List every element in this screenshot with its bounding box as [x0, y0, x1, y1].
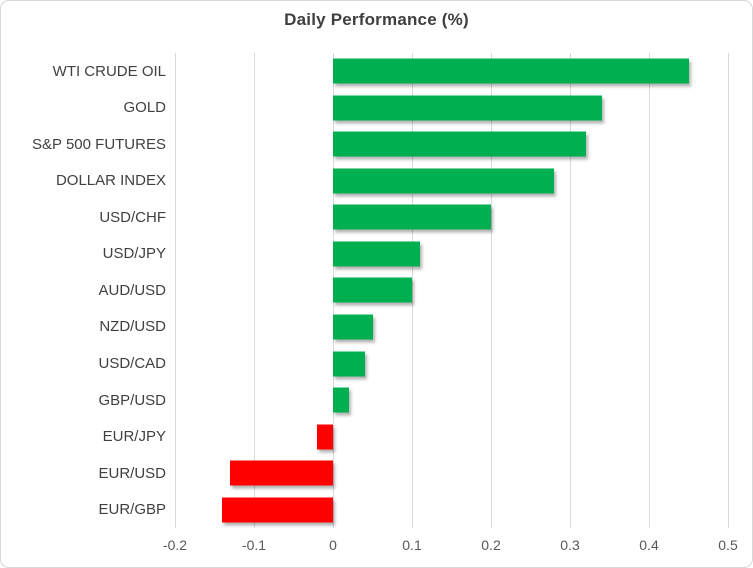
- x-tick-label: 0.1: [402, 537, 422, 553]
- x-tick-label: 0.5: [718, 537, 738, 553]
- category-label: WTI CRUDE OIL: [52, 62, 166, 80]
- gridline: [412, 53, 413, 528]
- bar-eur-usd: [230, 460, 333, 486]
- category-axis-labels: WTI CRUDE OIL GOLD S&P 500 FUTURES DOLLAR I…: [1, 53, 166, 528]
- bar-row: [175, 345, 728, 382]
- x-tick-label: -0.1: [241, 537, 267, 553]
- bar-row: [175, 126, 728, 163]
- bar-wti-crude-oil: [333, 58, 689, 84]
- category-label: EUR/USD: [98, 464, 166, 482]
- bar-aud-usd: [333, 277, 412, 303]
- x-tick-label: 0.4: [639, 537, 659, 553]
- bar-gbp-usd: [333, 387, 349, 413]
- gridline: [570, 53, 571, 528]
- category-label: GBP/USD: [98, 391, 166, 409]
- bar-usd-chf: [333, 204, 491, 230]
- category-label: NZD/USD: [99, 318, 166, 336]
- bar-gold: [333, 95, 602, 121]
- bar-row: [175, 163, 728, 200]
- category-label: USD/JPY: [102, 245, 166, 263]
- gridline: [254, 53, 255, 528]
- bar-row: [175, 236, 728, 273]
- x-tick-label: -0.2: [162, 537, 188, 553]
- chart-title: Daily Performance (%): [284, 10, 469, 29]
- bar-nzd-usd: [333, 314, 373, 340]
- category-label: EUR/JPY: [102, 428, 166, 446]
- plot-area: [175, 53, 729, 528]
- category-label: USD/CHF: [99, 208, 166, 226]
- gridline: [175, 53, 176, 528]
- bar-eur-gbp: [222, 497, 333, 523]
- x-tick-label: 0.3: [560, 537, 580, 553]
- value-axis-labels: -0.2 -0.1 0 0.1 0.2 0.3 0.4 0.5: [163, 537, 738, 559]
- bar-row: [175, 53, 728, 90]
- x-tick-label: 0.2: [481, 537, 501, 553]
- category-label: USD/CAD: [98, 355, 166, 373]
- gridline: [649, 53, 650, 528]
- gridline: [728, 53, 729, 528]
- bar-row: [175, 491, 728, 528]
- bar-dollar-index: [333, 168, 555, 194]
- bar-s-p-500-futures: [333, 131, 586, 157]
- x-tick-label: 0: [329, 537, 337, 553]
- category-label: DOLLAR INDEX: [55, 172, 166, 190]
- bar-row: [175, 418, 728, 455]
- bar-row: [175, 382, 728, 419]
- bar-usd-jpy: [333, 241, 420, 267]
- bar-row: [175, 309, 728, 346]
- category-label: S&P 500 FUTURES: [32, 135, 166, 153]
- category-label: GOLD: [123, 99, 166, 117]
- bar-row: [175, 90, 728, 127]
- bar-usd-cad: [333, 351, 365, 377]
- category-label: AUD/USD: [98, 281, 166, 299]
- gridline: [491, 53, 492, 528]
- bar-row: [175, 272, 728, 309]
- bar-series: [175, 53, 728, 528]
- category-label: EUR/GBP: [98, 501, 166, 519]
- bar-row: [175, 199, 728, 236]
- bar-row: [175, 455, 728, 492]
- bar-eur-jpy: [317, 424, 333, 450]
